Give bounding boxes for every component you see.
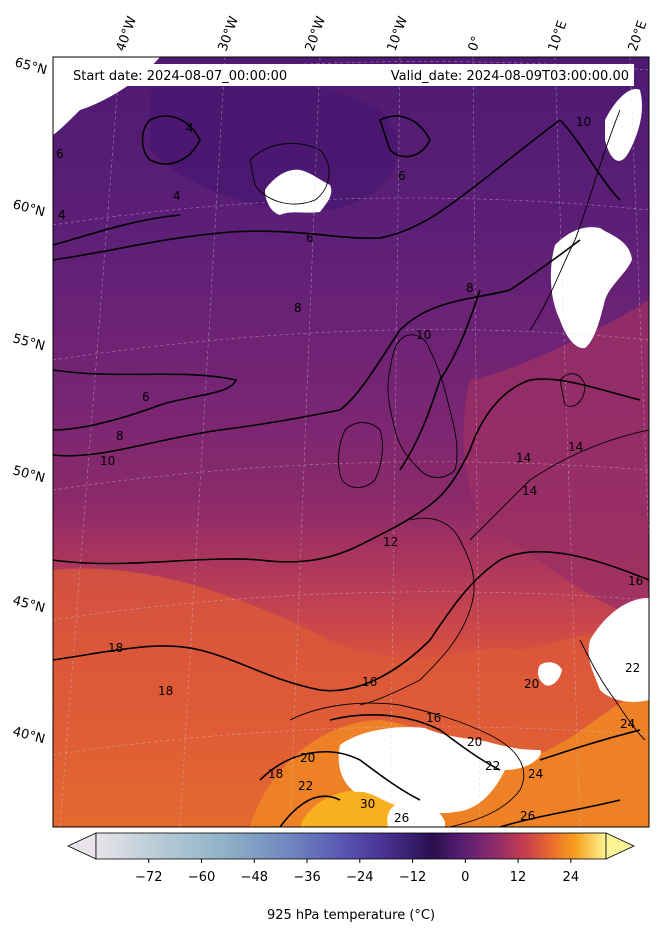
longitude-labels: 40°W 30°W 20°W 10°W 0° 10°E 20°E — [114, 14, 651, 53]
contour-label: 18 — [158, 684, 173, 698]
longitude-label: 10°E — [546, 19, 571, 54]
contour-label: 4 — [173, 189, 181, 203]
iceland-coast — [249, 143, 330, 205]
contour-label: 26 — [394, 811, 409, 825]
map-area: 6 4 4 4 6 6 8 6 8 10 10 8 10 12 14 14 14… — [53, 57, 649, 827]
alps-patch — [588, 598, 649, 702]
contour-label: 22 — [298, 779, 313, 793]
missing-data-patches — [53, 57, 649, 827]
iberia-patch — [338, 727, 541, 814]
longitude-label: 0° — [466, 34, 485, 53]
contour-label: 14 — [516, 451, 531, 465]
longitude-label: 30°W — [216, 14, 242, 53]
contour-label: 10 — [100, 454, 115, 468]
latitude-label: 55°N — [11, 331, 47, 354]
contour-label: 16 — [426, 711, 441, 725]
contour-label: 8 — [294, 301, 302, 315]
coastlines — [249, 109, 649, 827]
contour-label: 10 — [416, 328, 431, 342]
warm-region-europe — [463, 300, 649, 620]
contour-label: 24 — [528, 767, 543, 781]
colorbar-extend-left — [67, 832, 97, 860]
contour-label: 8 — [466, 281, 474, 295]
colorbar-ticks: −72 −60 −48 −36 −24 −12 0 12 24 — [135, 859, 579, 885]
apennines-patch — [537, 662, 562, 686]
colorbar-label: 925 hPa temperature (°C) — [267, 908, 435, 923]
contour-label: 4 — [58, 208, 66, 222]
colorbar-tick-label: −60 — [188, 870, 215, 885]
contour-label: 8 — [116, 429, 124, 443]
contour-label: 20 — [300, 751, 315, 765]
date-header-background — [64, 64, 634, 86]
contour-label: 4 — [186, 121, 194, 135]
norway-coast — [529, 109, 621, 331]
contour-label: 18 — [268, 767, 283, 781]
latitude-label: 50°N — [11, 463, 47, 486]
contour-label: 24 — [620, 717, 635, 731]
contour-value-labels: 6 4 4 4 6 6 8 6 8 10 10 8 10 12 14 14 14… — [56, 115, 643, 825]
colorbar-extend-right — [605, 832, 635, 860]
pyrenees-patch — [387, 803, 445, 827]
contour-label: 12 — [383, 535, 398, 549]
contour-label: 16 — [628, 574, 643, 588]
contour-label: 6 — [306, 231, 314, 245]
scandinavia-patch — [550, 227, 632, 349]
british-isles-coast — [387, 334, 458, 478]
graticule — [53, 57, 649, 827]
contour-label: 22 — [485, 759, 500, 773]
latitude-label: 60°N — [11, 197, 47, 220]
colorbar: −72 −60 −48 −36 −24 −12 0 12 24 925 hPa temperat… — [67, 832, 635, 923]
denmark-coast — [559, 373, 586, 407]
map-frame — [52, 56, 650, 828]
contour-label: 6 — [56, 147, 64, 161]
contour-label: 14 — [522, 484, 537, 498]
contour-label: 14 — [568, 440, 583, 454]
contour-label: 16 — [362, 675, 377, 689]
temperature-contours — [53, 115, 649, 827]
longitude-label: 40°W — [114, 14, 140, 53]
contour-label: 20 — [524, 677, 539, 691]
contour-label: 10 — [576, 115, 591, 129]
longitude-label: 20°W — [303, 14, 329, 53]
contour-label: 20 — [467, 735, 482, 749]
cold-region-iceland — [150, 79, 399, 211]
colorbar-tick-label: −24 — [346, 870, 373, 885]
start-date-label: Start date: 2024-08-07_00:00:00 — [73, 69, 287, 84]
latitude-label: 45°N — [11, 593, 47, 616]
europe-coast — [469, 429, 649, 541]
ireland-coast — [338, 422, 383, 488]
colorbar-tick-label: −36 — [293, 870, 320, 885]
colorbar-tick-label: −48 — [241, 870, 268, 885]
longitude-label: 10°W — [385, 14, 411, 53]
france-coast — [359, 517, 475, 706]
latitude-label: 40°N — [11, 724, 47, 747]
contour-label: 6 — [142, 390, 150, 404]
contour-label: 30 — [360, 797, 375, 811]
contour-label: 18 — [108, 641, 123, 655]
valid-date-label: Valid_date: 2024-08-09T03:00:00.00 — [391, 69, 629, 84]
colorbar-tick-label: 12 — [510, 870, 527, 885]
latitude-label: 65°N — [13, 55, 49, 78]
iberia-coast — [289, 702, 525, 827]
contour-label: 22 — [625, 661, 640, 675]
contour-label: 6 — [398, 169, 406, 183]
italy-coast — [579, 639, 646, 741]
iceland-patch — [265, 169, 332, 215]
contour-label: 26 — [520, 809, 535, 823]
norway-patch-north — [605, 89, 642, 161]
latitude-labels: 65°N 60°N 55°N 50°N 45°N 40°N — [11, 55, 49, 747]
colorbar-tick-label: −72 — [135, 870, 162, 885]
colorbar-tick-label: 24 — [563, 870, 580, 885]
colorbar-tick-label: 0 — [461, 870, 469, 885]
colorbar-tick-label: −12 — [399, 870, 426, 885]
colorbar-gradient — [95, 832, 607, 860]
longitude-label: 20°E — [626, 19, 651, 54]
